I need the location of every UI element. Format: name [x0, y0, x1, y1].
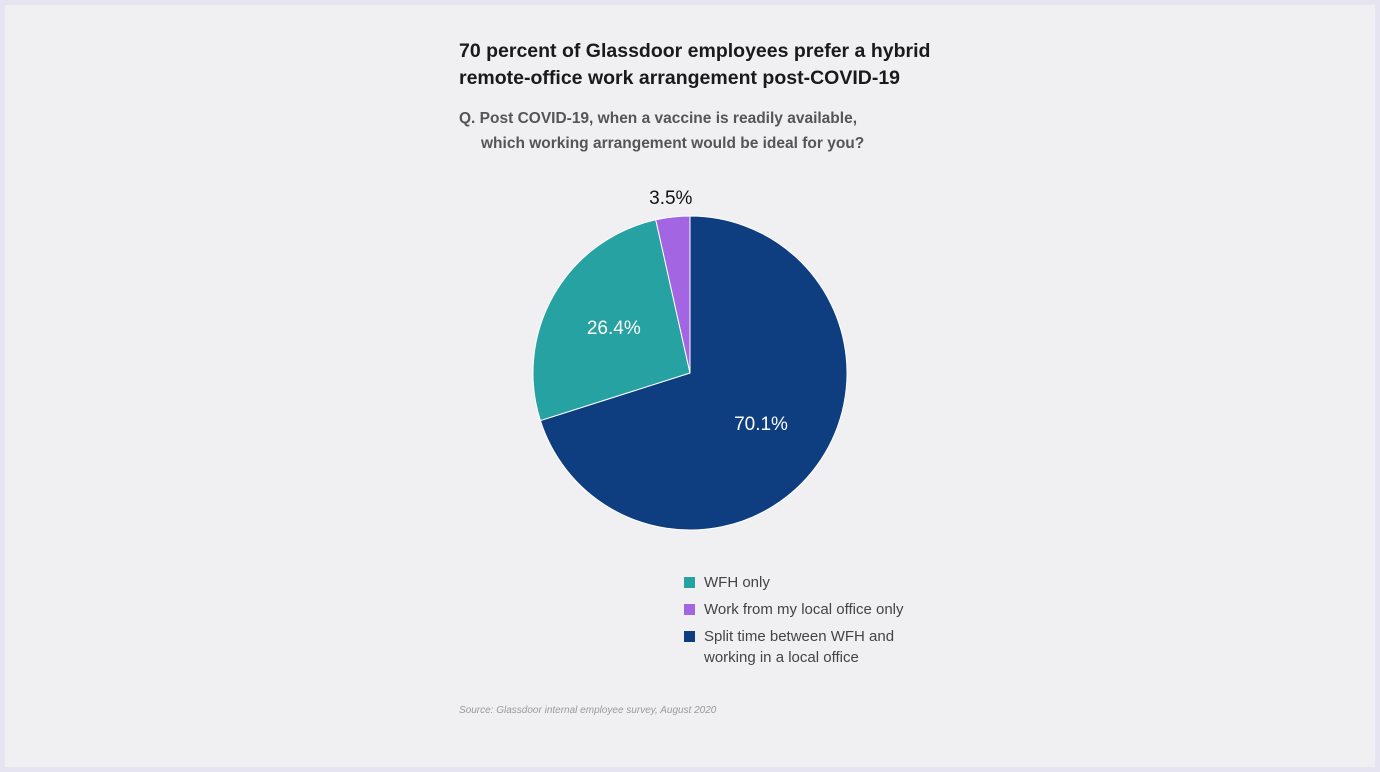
chart-title: 70 percent of Glassdoor employees prefer… [459, 40, 931, 89]
pie-slice-split-time [539, 215, 848, 531]
source-note: Source: Glassdoor internal employee surv… [459, 705, 717, 716]
legend-swatch [684, 631, 695, 642]
legend-item: Split time between WFH and working in a … [684, 626, 919, 668]
legend-label: WFH only [704, 574, 770, 591]
legend-item: WFH only [684, 572, 919, 593]
pie-slice-office-only [655, 215, 691, 374]
slice-label-wfh-only: 26.4% [587, 318, 641, 339]
slice-label-split-time: 70.1% [734, 414, 788, 435]
slice-label-office-only: 3.5% [649, 188, 692, 209]
legend-label: Split time between WFH and working in a … [704, 628, 895, 666]
legend-swatch [684, 577, 695, 588]
question-line-1: Q. Post COVID-19, when a vaccine is read… [459, 110, 858, 127]
pie-slice-wfh-only [532, 219, 691, 422]
chart-legend: WFH only Work from my local office only Sp… [684, 572, 919, 674]
legend-swatch [684, 604, 695, 615]
legend-label: Work from my local office only [704, 601, 904, 618]
question-line-2: which working arrangement would be ideal… [481, 135, 865, 152]
chart-question: Q. Post COVID-19, when a vaccine is read… [459, 106, 864, 156]
legend-item: Work from my local office only [684, 599, 919, 620]
